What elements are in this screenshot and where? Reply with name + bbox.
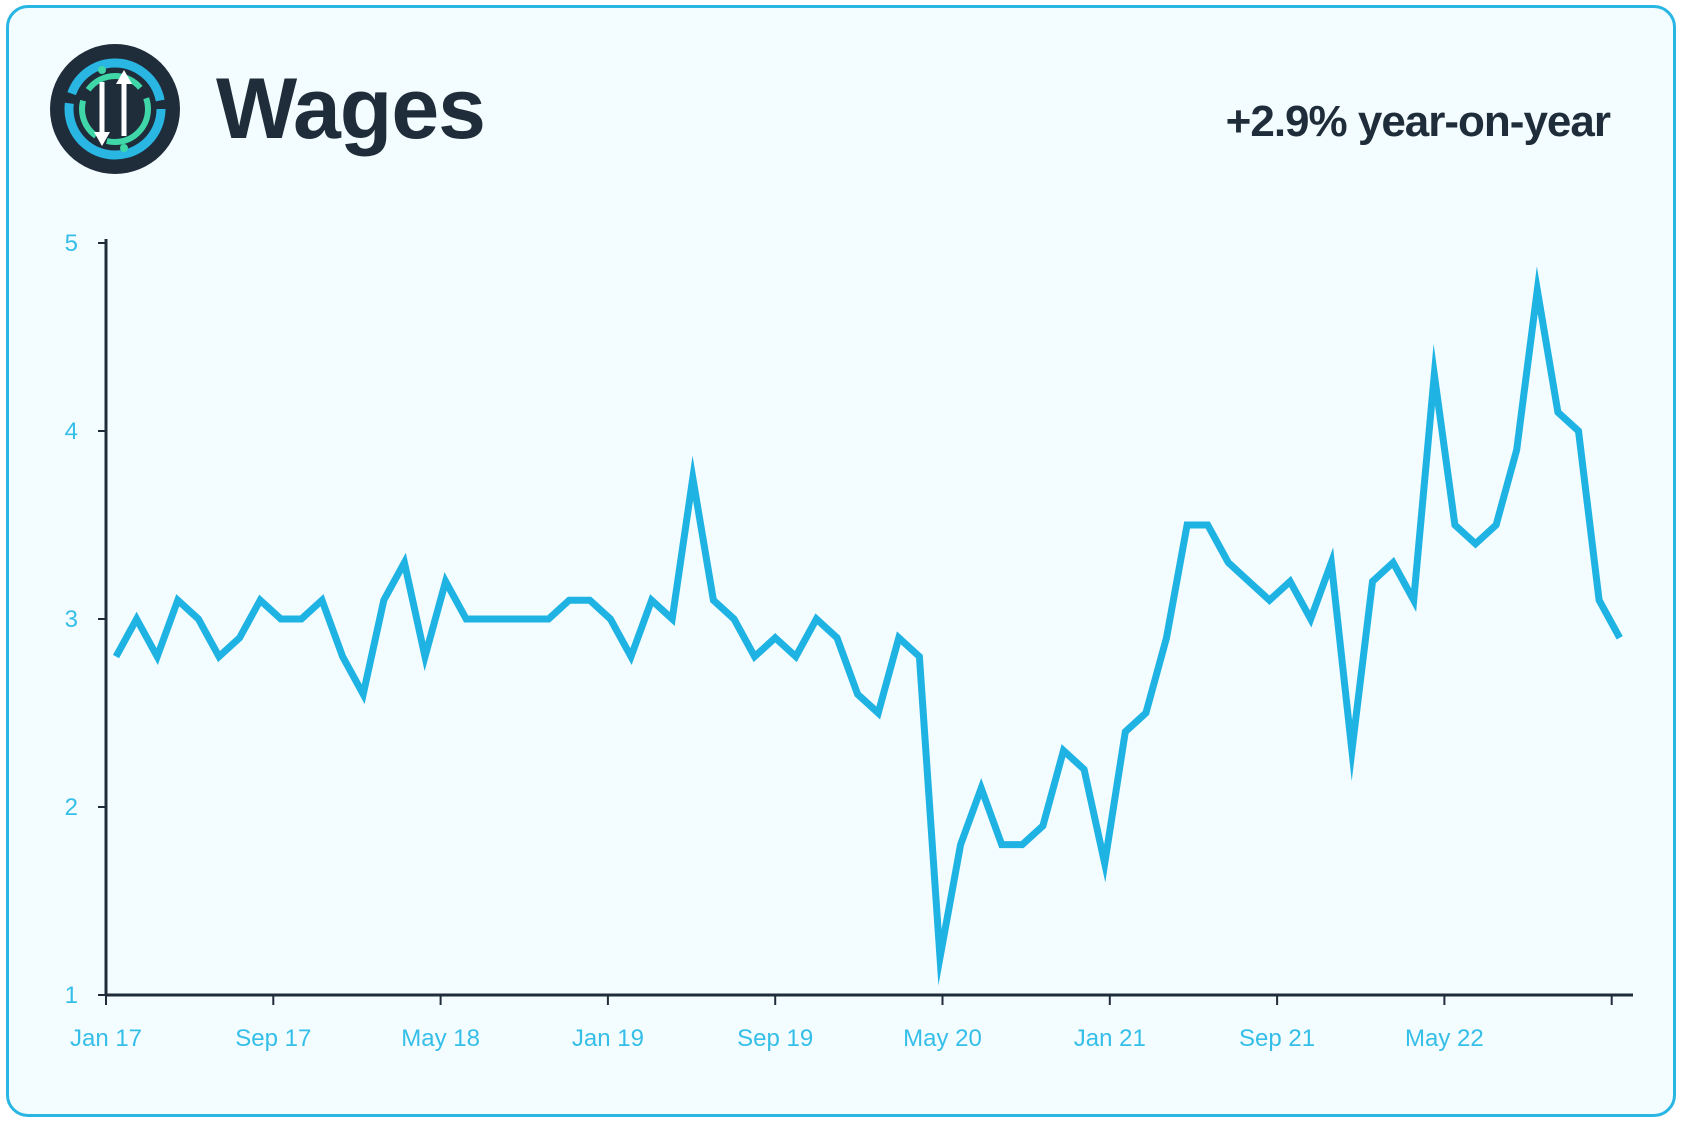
y-tick-label: 5 [65, 230, 78, 257]
x-tick-label: May 20 [903, 1025, 982, 1052]
y-tick-label: 2 [65, 794, 78, 821]
x-tick-label: Jan 17 [70, 1025, 142, 1052]
chart-subtitle: +2.9% year-on-year [1225, 97, 1611, 146]
chart-card [6, 5, 1676, 1117]
y-tick-label: 3 [65, 606, 78, 633]
x-tick-label: Sep 19 [737, 1025, 813, 1052]
y-tick-label: 1 [65, 982, 78, 1009]
series-line [112, 266, 1623, 986]
wage-arrows-icon [50, 44, 180, 174]
x-tick-label: May 18 [401, 1025, 480, 1052]
x-tick-label: Sep 17 [235, 1025, 311, 1052]
x-tick-label: May 22 [1405, 1025, 1484, 1052]
chart-title: Wages [216, 61, 486, 157]
x-tick-label: Jan 21 [1074, 1025, 1146, 1052]
x-tick-label: Jan 19 [572, 1025, 644, 1052]
y-tick-label: 4 [65, 418, 78, 445]
x-tick-label: Sep 21 [1239, 1025, 1315, 1052]
